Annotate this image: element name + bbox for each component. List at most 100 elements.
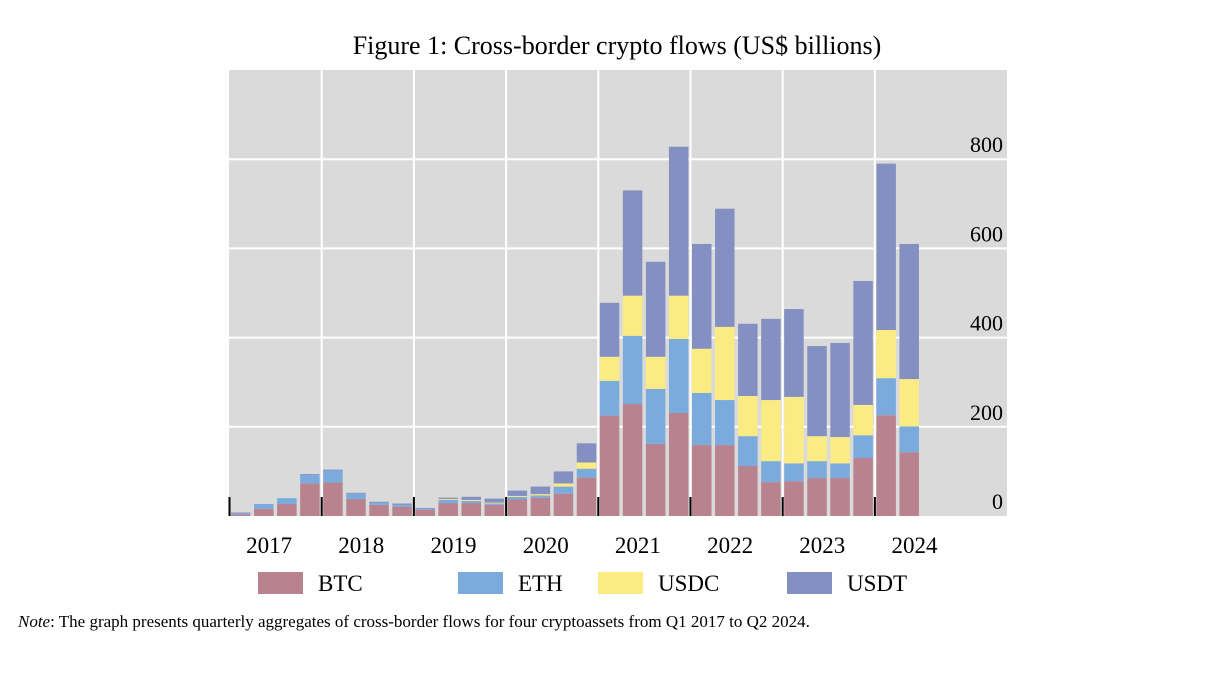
bar-segment-btc bbox=[876, 415, 896, 516]
x-tick-label: 2018 bbox=[338, 533, 384, 558]
legend-swatch-btc bbox=[258, 572, 303, 594]
bar-segment-eth bbox=[277, 498, 297, 504]
bar-segment-usdt bbox=[715, 208, 735, 327]
bar-segment-btc bbox=[507, 499, 528, 516]
bar-segment-btc bbox=[254, 508, 274, 516]
bar-segment-btc bbox=[622, 404, 643, 516]
bar-segment-usdc bbox=[461, 499, 481, 501]
bar-segment-btc bbox=[784, 481, 804, 516]
bar-segment-eth bbox=[876, 378, 896, 416]
y-tick-label: 400 bbox=[970, 311, 1003, 336]
bar-segment-usdt bbox=[761, 318, 781, 401]
bar-segment-usdt bbox=[507, 490, 528, 496]
bar-segment-usdt bbox=[876, 163, 896, 331]
bar-segment-eth bbox=[323, 470, 343, 483]
bar-segment-usdt bbox=[830, 342, 850, 438]
bar-segment-usdc bbox=[599, 356, 620, 381]
bar-segment-eth bbox=[668, 338, 689, 413]
legend-label-btc: BTC bbox=[318, 571, 363, 596]
bar-segment-btc bbox=[853, 458, 873, 516]
bar-segment-btc bbox=[346, 499, 366, 516]
bar-segment-eth bbox=[576, 468, 597, 478]
bar-segment-btc bbox=[323, 482, 343, 516]
y-tick-label: 200 bbox=[970, 400, 1003, 425]
bar-segment-usdt bbox=[738, 323, 758, 397]
bar-segment-eth bbox=[599, 380, 620, 416]
bar-segment-usdt bbox=[415, 507, 435, 509]
note-text: : The graph presents quarterly aggregate… bbox=[50, 612, 810, 631]
bar-segment-btc bbox=[830, 478, 850, 516]
bar-segment-usdc bbox=[645, 356, 666, 389]
bars bbox=[231, 146, 919, 516]
x-tick-label: 2021 bbox=[615, 533, 661, 558]
bar-segment-eth bbox=[461, 500, 481, 504]
bar-segment-usdt bbox=[853, 280, 873, 405]
bar-segment-usdc bbox=[876, 330, 896, 379]
y-tick-label: 600 bbox=[970, 221, 1003, 246]
bar-segment-btc bbox=[300, 483, 320, 516]
bar-segment-eth bbox=[853, 435, 873, 459]
bar-segment-usdt bbox=[668, 146, 689, 296]
bar-segment-usdt bbox=[599, 302, 620, 357]
bar-segment-eth bbox=[692, 392, 712, 446]
bar-segment-btc bbox=[438, 503, 458, 516]
bar-segment-usdc bbox=[715, 326, 735, 401]
bar-segment-usdc bbox=[807, 436, 827, 462]
figure-note: Note: The graph presents quarterly aggre… bbox=[18, 612, 810, 632]
bar-segment-usdc bbox=[784, 396, 804, 464]
bar-segment-usdc bbox=[622, 295, 643, 336]
legend: BTC ETH USDC USDT bbox=[258, 571, 907, 596]
bar-segment-btc bbox=[553, 493, 574, 516]
bar-segment-eth bbox=[622, 335, 643, 405]
bar-segment-usdc bbox=[553, 483, 574, 487]
bar-segment-btc bbox=[738, 466, 758, 516]
bar-segment-eth bbox=[761, 461, 781, 483]
bar-segment-eth bbox=[899, 426, 919, 453]
legend-swatch-usdc bbox=[598, 572, 643, 594]
bar-segment-eth bbox=[830, 463, 850, 479]
bar-segment-btc bbox=[576, 477, 597, 516]
legend-label-usdt: USDT bbox=[847, 571, 907, 596]
bar-segment-usdt bbox=[622, 190, 643, 296]
legend-swatch-usdt bbox=[787, 572, 832, 594]
note-label: Note bbox=[18, 612, 51, 631]
bar-segment-btc bbox=[484, 504, 505, 516]
bar-segment-eth bbox=[346, 493, 366, 500]
bar-segment-usdt bbox=[576, 443, 597, 463]
bar-segment-usdt bbox=[553, 471, 574, 484]
bar-segment-usdt bbox=[899, 243, 919, 380]
bar-segment-usdc bbox=[899, 379, 919, 427]
bar-segment-btc bbox=[415, 509, 435, 516]
bar-segment-usdt bbox=[484, 498, 505, 503]
bar-segment-btc bbox=[231, 514, 251, 516]
bar-segment-eth bbox=[784, 463, 804, 482]
bar-segment-usdc bbox=[507, 495, 528, 497]
bar-segment-btc bbox=[599, 415, 620, 516]
bar-segment-usdc bbox=[438, 499, 458, 500]
bar-segment-btc bbox=[668, 412, 689, 516]
x-tick-label: 2019 bbox=[431, 533, 477, 558]
bar-segment-usdc bbox=[853, 404, 873, 436]
bar-segment-eth bbox=[392, 504, 412, 507]
bar-segment-usdt bbox=[645, 261, 666, 357]
bar-segment-eth bbox=[807, 461, 827, 479]
bar-segment-eth bbox=[415, 508, 435, 510]
x-tick-label: 2020 bbox=[523, 533, 569, 558]
bar-segment-eth bbox=[553, 486, 574, 494]
bar-segment-usdc bbox=[668, 295, 689, 339]
bar-segment-btc bbox=[369, 504, 389, 516]
y-tick-label: 800 bbox=[970, 132, 1003, 157]
bar-segment-btc bbox=[761, 482, 781, 516]
bar-segment-usdc bbox=[761, 400, 781, 462]
x-axis-ticks: 2017 2018 2019 2020 2021 2022 2023 2024 bbox=[228, 497, 939, 558]
x-tick-label: 2017 bbox=[246, 533, 292, 558]
bar-segment-usdt bbox=[392, 503, 412, 505]
legend-swatch-eth bbox=[458, 572, 503, 594]
x-tick-label: 2024 bbox=[892, 533, 939, 558]
legend-label-eth: ETH bbox=[518, 571, 563, 596]
bar-segment-eth bbox=[530, 495, 551, 498]
bar-segment-btc bbox=[807, 478, 827, 516]
bar-segment-usdc bbox=[692, 348, 712, 393]
bar-segment-eth bbox=[738, 436, 758, 467]
